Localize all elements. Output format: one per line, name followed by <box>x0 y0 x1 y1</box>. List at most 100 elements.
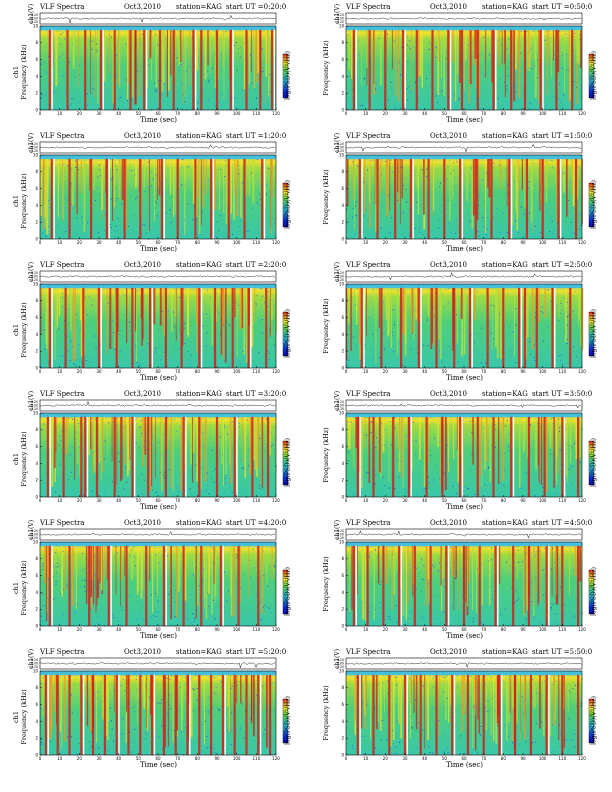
sferic-streak <box>124 159 127 231</box>
sferic-streak <box>461 288 463 357</box>
noise-speck <box>49 207 51 209</box>
waveform-tick-label: 0.20 <box>31 13 38 17</box>
noise-speck <box>75 160 77 162</box>
noise-speck <box>407 60 409 62</box>
noise-speck <box>431 455 433 457</box>
noise-speck <box>139 570 141 572</box>
noise-speck <box>372 159 374 161</box>
panel-start-time: start UT =3:20:0 <box>226 390 287 398</box>
noise-speck <box>519 230 521 232</box>
noise-speck <box>427 56 429 58</box>
x-tick-label: 30 <box>402 498 408 503</box>
noise-speck <box>508 436 510 438</box>
sferic-streak <box>241 288 244 329</box>
noise-speck <box>116 208 118 210</box>
noise-speck <box>231 491 233 493</box>
sferic-streak <box>449 159 451 222</box>
noise-speck <box>380 214 382 216</box>
noise-speck <box>260 229 262 231</box>
noise-speck <box>104 440 106 442</box>
noise-speck <box>117 620 119 622</box>
noise-speck <box>144 339 146 341</box>
sferic-streak <box>485 30 487 78</box>
noise-speck <box>244 594 246 596</box>
y-tick-label: 8 <box>35 40 38 45</box>
sferic-streak <box>265 30 267 77</box>
noise-speck <box>190 624 191 626</box>
noise-speck <box>511 315 513 317</box>
noise-speck <box>152 467 154 469</box>
noise-speck <box>379 225 381 227</box>
noise-speck <box>430 450 432 452</box>
noise-speck <box>43 441 45 443</box>
noise-speck <box>214 468 216 470</box>
noise-speck <box>206 332 208 334</box>
colorbar <box>588 440 595 486</box>
noise-speck <box>122 625 124 627</box>
x-tick-label: 10 <box>363 111 369 116</box>
noise-speck <box>394 57 396 59</box>
noise-speck <box>534 312 536 314</box>
noise-speck <box>128 327 130 329</box>
sferic-streak <box>382 417 385 453</box>
noise-speck <box>236 52 238 54</box>
noise-speck <box>460 362 462 364</box>
noise-speck <box>186 109 188 111</box>
noise-speck <box>87 222 89 224</box>
noise-speck <box>394 427 396 429</box>
noise-speck <box>134 565 136 567</box>
noise-speck <box>50 335 52 337</box>
noise-speck <box>273 305 275 307</box>
noise-speck <box>140 65 142 67</box>
noise-speck <box>347 421 349 423</box>
sferic-streak <box>456 417 458 451</box>
noise-speck <box>180 76 182 78</box>
noise-speck <box>201 234 203 236</box>
noise-speck <box>544 356 546 358</box>
wideband-burst <box>468 286 471 368</box>
noise-speck <box>183 101 185 103</box>
noise-speck <box>93 356 95 358</box>
noise-speck <box>77 559 79 561</box>
noise-speck <box>372 182 374 184</box>
wideband-burst <box>194 157 197 239</box>
noise-speck <box>424 332 426 333</box>
noise-speck <box>185 364 187 366</box>
noise-speck <box>559 236 561 238</box>
sferic-streak <box>134 30 137 105</box>
x-tick-label: 20 <box>383 498 389 503</box>
sferic-streak <box>402 417 404 488</box>
noise-speck <box>383 455 385 457</box>
noise-speck <box>208 308 210 310</box>
noise-speck <box>508 447 510 449</box>
noise-speck <box>202 314 204 316</box>
noise-speck <box>144 616 146 618</box>
noise-speck <box>191 562 193 564</box>
noise-speck <box>494 424 496 426</box>
noise-speck <box>400 167 402 169</box>
noise-speck <box>412 105 414 107</box>
wideband-burst <box>251 415 254 497</box>
noise-speck <box>156 554 157 556</box>
noise-speck <box>493 305 495 307</box>
noise-speck <box>383 332 385 334</box>
noise-speck <box>120 47 122 49</box>
noise-speck <box>162 470 164 472</box>
waveform-tick-label: -0.20 <box>30 278 38 282</box>
wideband-burst <box>123 157 126 239</box>
y-tick-label: 2 <box>35 349 38 354</box>
noise-speck <box>118 602 120 604</box>
noise-speck <box>126 100 128 102</box>
noise-speck <box>493 162 495 164</box>
noise-speck <box>87 314 89 316</box>
noise-speck <box>142 224 144 226</box>
noise-speck <box>48 200 50 202</box>
sferic-streak <box>126 417 129 477</box>
noise-speck <box>494 446 496 448</box>
noise-speck <box>376 360 378 362</box>
noise-speck <box>267 306 269 307</box>
noise-speck <box>47 294 49 296</box>
noise-speck <box>438 351 440 353</box>
noise-speck <box>259 487 261 489</box>
noise-speck <box>164 463 166 465</box>
